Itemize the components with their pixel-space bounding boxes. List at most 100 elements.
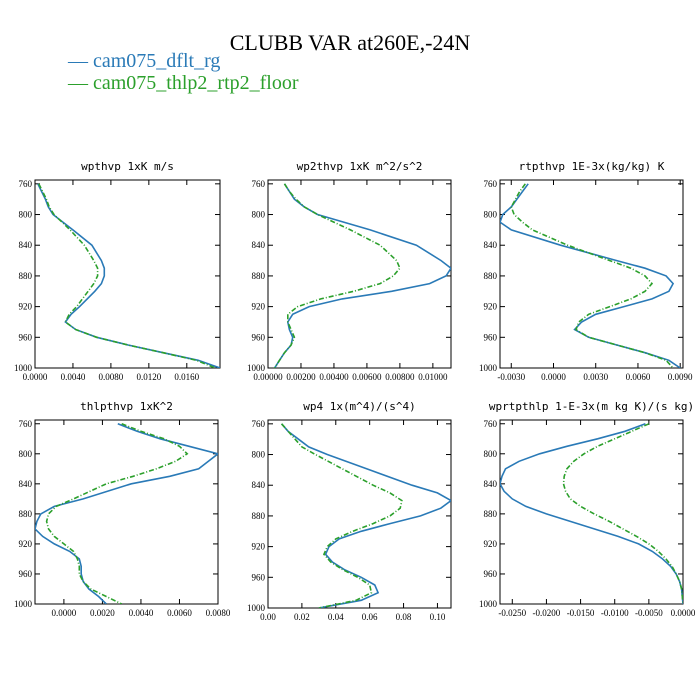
x-tick-label: 0.0000 <box>541 372 566 382</box>
y-tick-label: 960 <box>19 332 33 342</box>
x-tick-label: 0.00000 <box>253 372 283 382</box>
x-tick-label: 0.00200 <box>286 372 316 382</box>
panel-title: rtpthvp 1E-3x(kg/kg) K <box>519 160 665 173</box>
series-line-cam075_thlp2_rtp2_floor <box>562 423 683 604</box>
y-tick-label: 800 <box>19 449 33 459</box>
series-line-cam075_thlp2_rtp2_floor <box>280 423 403 608</box>
y-tick-label: 800 <box>252 450 266 460</box>
y-tick-label: 760 <box>19 179 33 189</box>
y-tick-label: 760 <box>252 179 266 189</box>
plot-frame <box>499 419 684 605</box>
x-tick-label: 0.0060 <box>626 372 651 382</box>
series-line-cam075_dflt_rg <box>280 423 451 608</box>
y-tick-label: 960 <box>19 569 33 579</box>
x-tick-label: 0.00 <box>260 612 276 622</box>
y-tick-label: 1000 <box>247 603 266 613</box>
y-tick-label: 840 <box>252 240 266 250</box>
x-tick-label: 0.0030 <box>583 372 608 382</box>
y-tick-label: 800 <box>19 210 33 220</box>
series-line-cam075_dflt_rg <box>37 183 220 368</box>
y-tick-label: 960 <box>252 572 266 582</box>
y-tick-label: 760 <box>252 419 266 429</box>
y-tick-label: 840 <box>19 479 33 489</box>
panel-2: wp2thvp 1xK m^2/s^2 0.00000 0.00200 0.00400… <box>247 160 452 382</box>
x-tick-label: 0.04 <box>328 612 344 622</box>
panel-4: thlpthvp 1xK^2 0.0000 0.0020 0.0040 0.0060 0.… <box>14 400 231 618</box>
y-tick-label: 840 <box>19 240 33 250</box>
panel-title: thlpthvp 1xK^2 <box>80 400 173 413</box>
x-tick-label: 0.0000 <box>23 372 48 382</box>
series-line-cam075_thlp2_rtp2_floor <box>45 423 189 604</box>
panel-6: wprtpthlp 1-E-3x(m kg K)/(s kg) -0.0250 -0… <box>479 400 696 618</box>
panel-5: wp4 1x(m^4)/(s^4) 0.00 0.02 0.04 0.06 0.08 0.1… <box>247 400 452 622</box>
x-tick-label: 0.00600 <box>352 372 382 382</box>
x-tick-label: -0.0150 <box>567 608 595 618</box>
plot-frame <box>267 419 452 609</box>
y-tick-label: 760 <box>484 419 498 429</box>
x-tick-label: 0.01000 <box>418 372 448 382</box>
y-tick-label: 800 <box>484 449 498 459</box>
series-line-cam075_thlp2_rtp2_floor <box>38 183 216 368</box>
y-tick-label: 960 <box>484 569 498 579</box>
panel-1: wpthvp 1xK m/s 0.0000 0.0040 0.0080 0.0120 0.… <box>14 160 221 382</box>
y-tick-label: 840 <box>484 479 498 489</box>
legend-entry-dflt-rg: — cam075_dflt_rg <box>68 50 221 72</box>
x-tick-label: 0.0120 <box>136 372 161 382</box>
x-tick-label: -0.0050 <box>635 608 663 618</box>
panel-title: wp2thvp 1xK m^2/s^2 <box>297 160 423 173</box>
series-line-cam075_thlp2_rtp2_floor <box>510 183 674 368</box>
y-tick-label: 760 <box>19 419 33 429</box>
chart-title: CLUBB VAR at260E,-24N <box>229 30 471 55</box>
y-tick-label: 920 <box>484 302 498 312</box>
x-tick-label: 0.0060 <box>167 608 192 618</box>
x-tick-label: 0.00800 <box>385 372 415 382</box>
panel-title: wp4 1x(m^4)/(s^4) <box>303 400 416 413</box>
x-tick-label: 0.06 <box>362 612 378 622</box>
legend-entry-thlp2-rtp2-floor: — cam075_thlp2_rtp2_floor <box>68 72 299 94</box>
y-tick-label: 960 <box>252 332 266 342</box>
y-tick-label: 1000 <box>14 363 33 373</box>
x-tick-label: 0.0080 <box>206 608 231 618</box>
y-tick-label: 880 <box>484 509 498 519</box>
y-tick-label: 880 <box>252 271 266 281</box>
y-tick-label: 880 <box>252 511 266 521</box>
y-tick-label: 880 <box>484 271 498 281</box>
x-tick-label: 0.0000 <box>52 608 77 618</box>
x-tick-label: 0.00400 <box>319 372 349 382</box>
plot-frame <box>34 179 221 369</box>
series-line-cam075_dflt_rg <box>35 423 218 604</box>
y-tick-label: 1000 <box>479 363 498 373</box>
y-tick-label: 840 <box>484 240 498 250</box>
y-tick-label: 920 <box>19 539 33 549</box>
x-tick-label: -0.0200 <box>533 608 561 618</box>
x-tick-label: -0.0030 <box>497 372 525 382</box>
y-tick-label: 880 <box>19 271 33 281</box>
y-tick-label: 840 <box>252 480 266 490</box>
x-tick-label: -0.0100 <box>601 608 629 618</box>
x-tick-label: 0.0000 <box>671 608 696 618</box>
y-tick-label: 920 <box>484 539 498 549</box>
x-tick-label: 0.02 <box>294 612 310 622</box>
x-tick-label: 0.10 <box>430 612 446 622</box>
x-tick-label: 0.0080 <box>99 372 124 382</box>
y-tick-label: 800 <box>252 210 266 220</box>
series-line-cam075_dflt_rg <box>273 183 451 368</box>
plot-frame <box>267 179 452 369</box>
y-tick-label: 1000 <box>14 599 33 609</box>
series-line-cam075_dflt_rg <box>500 423 683 604</box>
series-line-cam075_thlp2_rtp2_floor <box>273 183 401 368</box>
plot-frame <box>499 179 684 369</box>
panel-3: rtpthvp 1E-3x(kg/kg) K -0.0030 0.0000 0.003… <box>479 160 693 382</box>
y-tick-label: 1000 <box>247 363 266 373</box>
y-tick-label: 880 <box>19 509 33 519</box>
y-tick-label: 920 <box>252 302 266 312</box>
x-tick-label: 0.0090 <box>668 372 693 382</box>
panel-title: wprtpthlp 1-E-3x(m kg K)/(s kg) <box>489 400 694 413</box>
panel-title: wpthvp 1xK m/s <box>81 160 174 173</box>
x-tick-label: 0.0020 <box>90 608 115 618</box>
y-tick-label: 760 <box>484 179 498 189</box>
plot-frame <box>34 419 219 605</box>
x-tick-label: 0.0160 <box>174 372 199 382</box>
y-tick-label: 920 <box>252 542 266 552</box>
